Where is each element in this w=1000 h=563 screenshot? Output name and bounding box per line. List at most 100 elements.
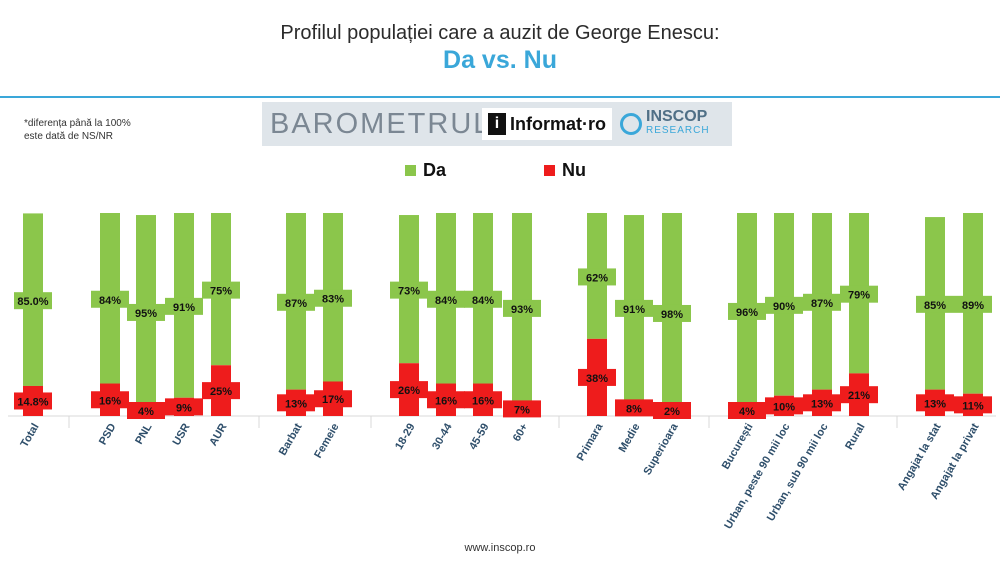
- inscop-logo-text: INSCOP: [646, 108, 708, 125]
- data-label-nu: 2%: [664, 406, 680, 418]
- legend-label-da: Da: [423, 160, 447, 180]
- data-label-bg-da: [653, 304, 691, 322]
- footnote: *diferența până la 100% este dată de NS/…: [24, 117, 131, 143]
- data-label-bg-da: [202, 281, 240, 299]
- informat-logo: i Informat·ro: [482, 108, 612, 140]
- data-label-da: 85%: [924, 300, 946, 312]
- inscop-logo: INSCOP RESEARCH: [620, 108, 710, 138]
- data-label-da: 83%: [322, 294, 344, 306]
- data-label-da: 75%: [210, 286, 232, 298]
- data-label-nu: 11%: [962, 400, 984, 412]
- data-label-bg-da: [277, 293, 315, 311]
- data-label-da: 84%: [435, 295, 457, 307]
- data-label-bg-da: [390, 281, 428, 299]
- informat-mark-icon: i: [488, 113, 506, 135]
- data-label-da: 89%: [962, 300, 984, 312]
- data-label-nu: 8%: [626, 403, 642, 415]
- category-tick-label: Barbat: [277, 421, 305, 457]
- data-label-da: 96%: [736, 307, 758, 319]
- category-tick-label: Primara: [575, 421, 606, 463]
- data-label-bg-nu: [916, 394, 954, 412]
- data-label-nu: 9%: [176, 402, 192, 414]
- data-label-bg-nu: [728, 402, 766, 419]
- stacked-bar-chart: 85.0% 14.8% Total 84% 16% PSD 95% 4% PNL 91% 9% USR…: [8, 213, 996, 531]
- legend-label-nu: Nu: [562, 160, 586, 180]
- data-label-da: 90%: [773, 301, 795, 313]
- data-label-da: 87%: [811, 298, 833, 310]
- data-label-bg-da: [803, 293, 841, 311]
- data-label-nu: 13%: [811, 398, 833, 410]
- data-label-da: 87%: [285, 298, 307, 310]
- chart-legend: Da Nu: [0, 160, 1000, 184]
- inscop-words: INSCOP RESEARCH: [646, 108, 710, 138]
- data-label-nu: 16%: [472, 395, 494, 407]
- category-tick-label: 18-29: [393, 422, 417, 452]
- category-tick-label: 45-59: [467, 422, 491, 452]
- data-label-bg-nu: [653, 402, 691, 419]
- data-label-bg-nu: [165, 398, 203, 416]
- category-tick-label: AUR: [207, 421, 229, 448]
- data-label-nu: 17%: [322, 394, 344, 406]
- informat-logo-text: Informat·ro: [510, 113, 606, 134]
- logo-banner: BAROMETRUL i Informat·ro INSCOP RESEARCH: [262, 102, 732, 146]
- legend-swatch-da: [405, 165, 416, 176]
- data-label-bg-nu: [803, 394, 841, 412]
- data-label-bg-nu: [954, 396, 992, 414]
- data-label-da: 79%: [848, 290, 870, 302]
- data-label-bg-da: [954, 295, 992, 313]
- category-tick-label: 60+: [511, 422, 531, 444]
- data-label-bg-da: [314, 289, 352, 307]
- header-divider: [0, 96, 1000, 98]
- data-label-nu: 16%: [435, 395, 457, 407]
- category-tick-label: București: [720, 422, 756, 472]
- data-label-da: 91%: [173, 302, 195, 314]
- data-label-bg-da: [91, 290, 129, 308]
- category-tick-label: Superioara: [641, 421, 681, 478]
- footnote-line-2: este dată de NS/NR: [24, 131, 113, 142]
- data-label-bg-nu: [277, 394, 315, 412]
- data-label-da: 91%: [623, 304, 645, 316]
- data-label-bg-da: [840, 285, 878, 303]
- category-tick-label: Femeie: [312, 422, 341, 461]
- data-label-nu: 13%: [285, 398, 307, 410]
- data-label-bg-nu: [202, 382, 240, 400]
- data-label-nu: 21%: [848, 390, 870, 402]
- footnote-line-1: *diferența până la 100%: [24, 118, 131, 129]
- data-label-bg-nu: [314, 390, 352, 408]
- barometrul-logo: BAROMETRUL: [270, 107, 492, 140]
- data-label-da: 95%: [135, 308, 157, 320]
- data-label-nu: 10%: [773, 401, 795, 413]
- category-tick-label: 30-44: [430, 421, 455, 452]
- category-tick-label: PSD: [97, 421, 119, 447]
- data-label-bg-nu: [578, 368, 616, 386]
- data-label-bg-nu: [464, 391, 502, 409]
- data-label-bg-da: [503, 299, 541, 317]
- data-label-da: 62%: [586, 272, 608, 284]
- data-label-da: 85.0%: [17, 296, 48, 308]
- data-label-bg-nu: [427, 391, 465, 409]
- data-label-bg-nu: [14, 392, 52, 410]
- data-label-bg-nu: [503, 400, 541, 418]
- data-label-bg-da: [578, 268, 616, 286]
- data-label-bg-da: [14, 292, 52, 310]
- website-footer: www.inscop.ro: [464, 542, 536, 554]
- inscop-logo-subtext: RESEARCH: [646, 125, 710, 136]
- data-label-bg-da: [464, 290, 502, 308]
- category-tick-label: Medie: [617, 422, 643, 455]
- data-label-nu: 4%: [739, 406, 755, 418]
- data-label-bg-da: [165, 297, 203, 315]
- category-tick-label: Rural: [843, 422, 867, 452]
- data-label-nu: 25%: [210, 386, 232, 398]
- category-tick-label: USR: [171, 421, 193, 447]
- data-label-bg-da: [127, 303, 165, 321]
- chart-subtitle: Da vs. Nu: [443, 46, 557, 74]
- data-label-nu: 16%: [99, 395, 121, 407]
- data-label-nu: 7%: [514, 404, 530, 416]
- category-tick-label: PNL: [133, 421, 155, 446]
- data-label-nu: 14.8%: [17, 396, 48, 408]
- data-label-nu: 38%: [586, 373, 608, 385]
- data-label-bg-da: [916, 295, 954, 313]
- data-label-nu: 13%: [924, 398, 946, 410]
- data-label-da: 84%: [99, 295, 121, 307]
- data-label-bg-nu: [615, 399, 653, 417]
